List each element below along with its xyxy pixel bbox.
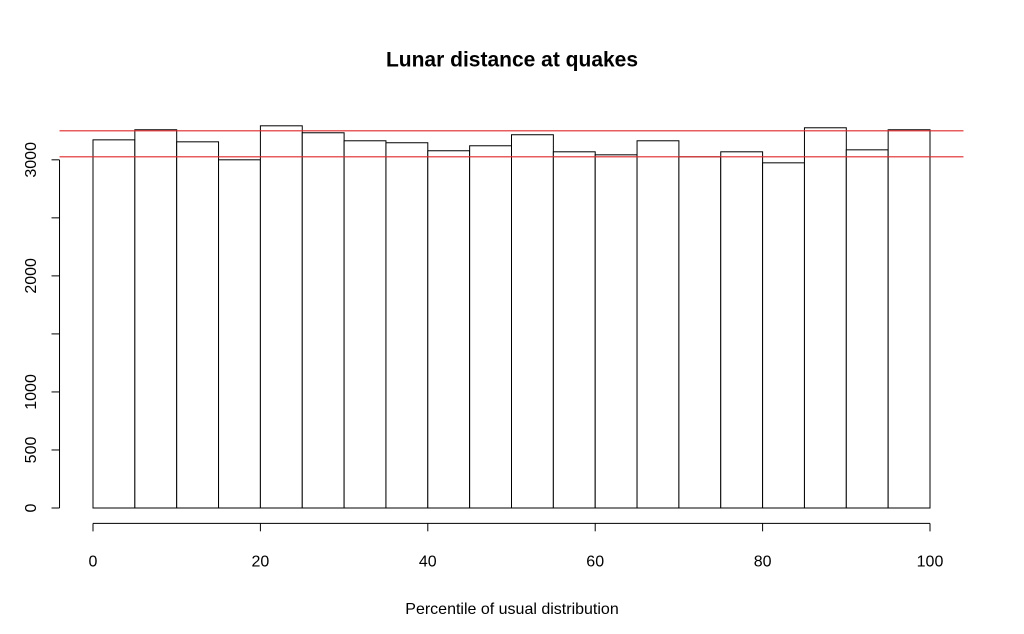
bar bbox=[678, 156, 722, 509]
bar bbox=[887, 129, 931, 509]
x-axis-label: Percentile of usual distribution bbox=[405, 601, 618, 618]
x-tick-label: 20 bbox=[252, 554, 270, 571]
chart-title: Lunar distance at quakes bbox=[386, 49, 638, 72]
bar bbox=[427, 150, 471, 509]
bar bbox=[301, 132, 345, 509]
bar bbox=[511, 134, 554, 509]
x-tick-label: 80 bbox=[754, 554, 772, 571]
bar bbox=[343, 140, 387, 509]
bar bbox=[385, 142, 429, 509]
bar bbox=[803, 127, 847, 509]
y-tick-label: 3000 bbox=[23, 142, 40, 178]
bar bbox=[762, 162, 805, 509]
bar bbox=[176, 141, 220, 509]
y-tick-label: 500 bbox=[23, 437, 40, 464]
bar bbox=[594, 154, 638, 509]
bar bbox=[552, 151, 596, 509]
x-tick-label: 60 bbox=[586, 554, 604, 571]
x-tick-label: 0 bbox=[89, 554, 98, 571]
bar bbox=[845, 149, 889, 509]
y-tick-label: 2000 bbox=[23, 258, 40, 294]
bar bbox=[469, 145, 512, 509]
bar bbox=[259, 125, 303, 509]
bar bbox=[218, 159, 261, 509]
bar bbox=[720, 151, 764, 509]
x-tick-label: 100 bbox=[917, 554, 944, 571]
y-tick-label: 1000 bbox=[23, 374, 40, 410]
bar bbox=[134, 129, 178, 509]
bar bbox=[636, 140, 680, 509]
y-tick-label: 0 bbox=[23, 503, 40, 512]
bar bbox=[92, 139, 136, 509]
x-tick-label: 40 bbox=[419, 554, 437, 571]
